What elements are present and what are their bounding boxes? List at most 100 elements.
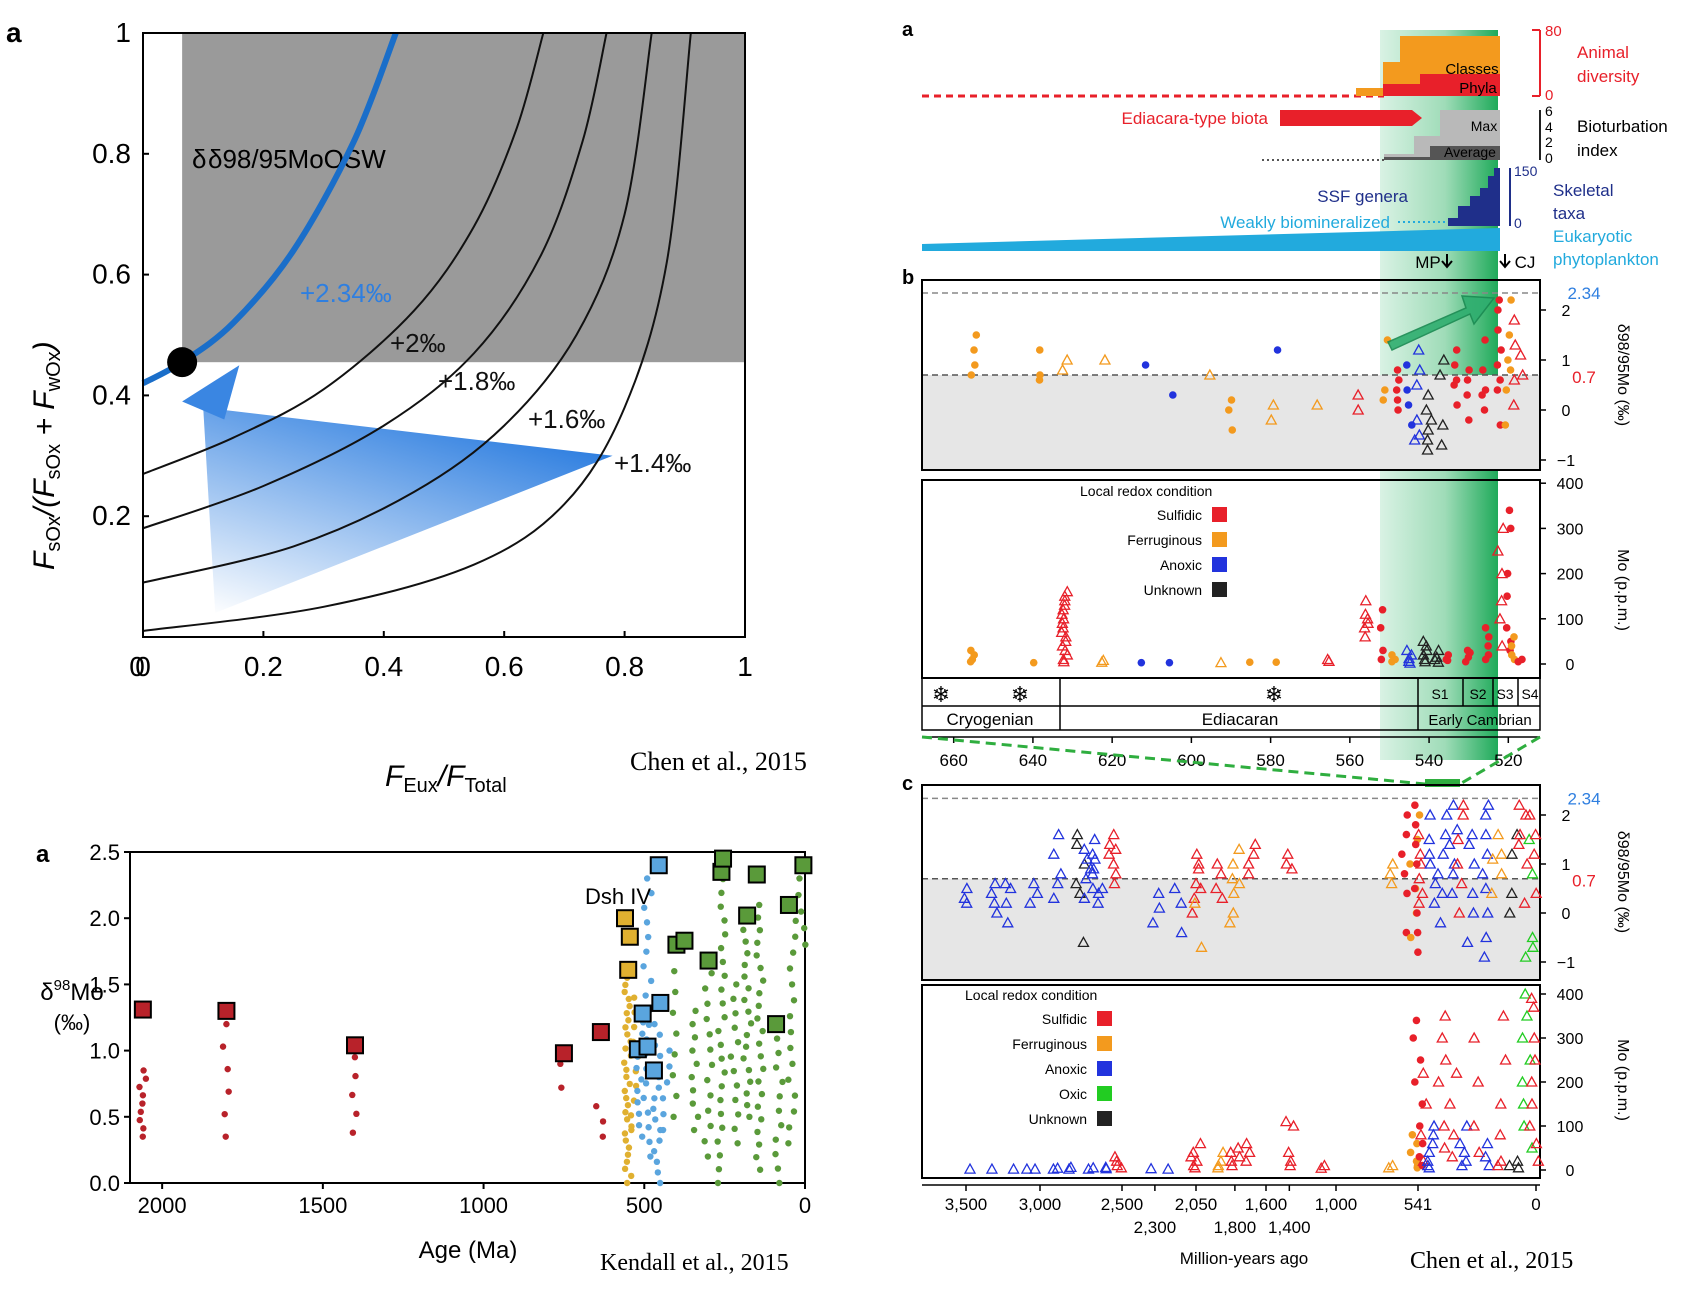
data-dot [1479,366,1487,374]
data-triangle [1115,1161,1128,1173]
data-dot [1502,624,1511,632]
kendall-point [714,1179,722,1187]
kendall-point [691,1034,699,1041]
data-triangle [1468,1031,1481,1043]
kendall-square [638,1037,657,1056]
data-triangle [1516,368,1529,380]
data-dot [1452,346,1461,354]
kendall-point [654,1169,662,1176]
legend-item-label: Anoxic [1160,557,1202,573]
data-dot [1484,642,1492,650]
kendall-point [139,1092,147,1099]
data-dot [1463,376,1472,384]
kendall-point [673,1092,680,1100]
data-dot [1406,1148,1415,1157]
kendall-point [671,1051,678,1058]
ad-tick-label-80: 80 [1545,23,1562,40]
kendall-point [802,941,809,948]
kendall-point [622,1024,629,1031]
kendall-point [652,1116,659,1123]
kendall-point [633,1064,640,1072]
data-triangle [1424,857,1437,869]
kendall-point [644,1109,652,1116]
kendall-ytick-label: 0.0 [89,1171,120,1196]
data-triangle [1422,423,1435,435]
data-triangle [1508,313,1521,325]
kendall-point [623,1179,631,1187]
data-triangle [1062,1162,1076,1174]
data-triangle [1216,1146,1230,1158]
kendall-point [704,1076,711,1084]
data-triangle [1497,522,1510,534]
kendall-square [616,909,634,928]
b-xtick-label: 660 [940,751,968,770]
ediacara-biota-bar [1280,110,1422,126]
data-triangle [1057,655,1070,667]
b-xtick-label: 600 [1177,751,1205,770]
kendall-point [624,1151,632,1158]
kendall-point [715,1027,722,1035]
kendall-point [753,1153,760,1161]
kendall-point [772,1150,779,1158]
model-curve-label-0: +2.34‰ [300,278,392,308]
kendall-point [140,1067,147,1074]
kendall-point [694,1113,702,1121]
data-triangle [1435,438,1448,450]
kendall-point [760,1065,767,1073]
kendall-point [757,1053,764,1060]
data-triangle [1071,828,1084,840]
b-xtick-label: 580 [1256,751,1284,770]
cj-arrow [1499,254,1511,269]
data-triangle [1420,1097,1433,1109]
kendall-point [742,1043,750,1050]
kendall-point [788,981,796,988]
data-triangle [1144,1162,1158,1174]
kendall-yunit: (‰) [54,1010,91,1035]
data-triangle [1528,1053,1542,1065]
kendall-point [701,985,709,992]
data-triangle [1525,992,1538,1004]
kendall-point [776,1093,783,1100]
data-triangle [1073,887,1087,899]
kendall-point [692,1007,699,1015]
data-triangle [1467,906,1480,918]
kendall-point [743,1101,751,1109]
kendall-point [621,1130,629,1137]
data-triangle [1530,1137,1543,1149]
ssf-tick-0: 0 [1514,215,1522,231]
data-triangle [1414,857,1428,869]
model-arrow-head [182,365,240,420]
kendall-point [626,1002,633,1010]
data-dot [1465,366,1473,374]
kendall-point [628,1172,635,1180]
data-triangle [1249,838,1262,850]
kendall-point [669,1071,677,1079]
data-triangle [1480,931,1493,943]
kendall-point [733,1082,741,1089]
right-figure: a Classes Phyla 80 0 Animal diversity Ed… [902,19,1668,1274]
kendall-point [704,1000,711,1007]
kendall-point [651,1095,658,1102]
data-triangle [1047,891,1060,903]
trend-arrow [1386,295,1496,351]
data-triangle [1481,906,1494,918]
data-triangle [1482,798,1495,810]
data-triangle [1439,1053,1452,1065]
kendall-point [634,1099,641,1106]
data-dot [1394,406,1402,414]
kendall-point [641,904,648,911]
data-triangle [1359,594,1372,606]
data-triangle [1209,882,1223,894]
data-triangle [1242,867,1255,879]
data-triangle [1087,1161,1100,1173]
data-dot [1494,326,1502,334]
data-triangle [1086,882,1099,894]
data-triangle [1226,872,1239,884]
data-dot [1481,336,1489,344]
data-dot [1415,811,1424,819]
c-xtick-label: 541 [1404,1195,1432,1214]
data-triangle [1495,867,1508,879]
stage-label: S1 [1431,686,1448,702]
data-triangle [1108,1150,1122,1162]
data-triangle [1526,940,1540,952]
